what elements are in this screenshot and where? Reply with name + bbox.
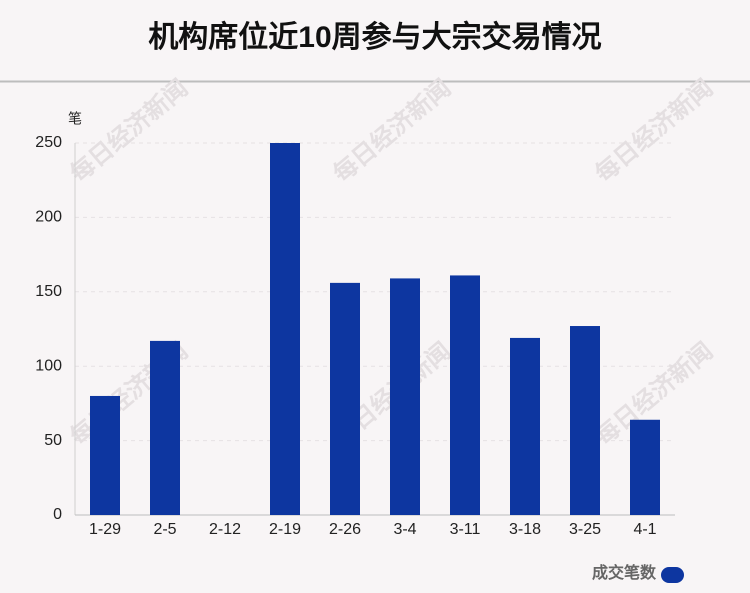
y-tick-label: 200 (35, 209, 62, 226)
x-tick-label: 2-26 (329, 521, 361, 538)
x-tick-label: 4-1 (633, 521, 656, 538)
legend-swatch (661, 567, 684, 583)
y-tick-label: 50 (44, 432, 62, 449)
x-tick-label: 3-4 (393, 521, 416, 538)
x-tick-label: 3-18 (509, 521, 541, 538)
x-tick-label: 2-19 (269, 521, 301, 538)
y-unit: 笔 (68, 111, 82, 127)
bar (90, 395, 120, 515)
legend-label: 成交笔数 (592, 563, 657, 582)
y-tick-label: 100 (35, 357, 62, 374)
bar (450, 275, 480, 515)
y-tick-label: 150 (35, 283, 62, 300)
bar (390, 278, 420, 515)
chart-title: 机构席位近10周参与大宗交易情况 (148, 20, 601, 54)
x-tick-label: 3-11 (450, 521, 481, 538)
y-tick-label: 250 (35, 134, 62, 151)
bar (270, 143, 300, 515)
bar (510, 337, 540, 515)
bar (630, 419, 660, 515)
x-tick-label: 2-12 (209, 521, 241, 538)
y-tick-label: 0 (53, 506, 62, 523)
x-tick-label: 1-29 (89, 521, 121, 538)
x-tick-label: 2-5 (153, 521, 176, 538)
bar (150, 340, 180, 515)
bar (330, 282, 360, 515)
x-tick-label: 3-25 (569, 521, 601, 538)
bar (570, 326, 600, 515)
